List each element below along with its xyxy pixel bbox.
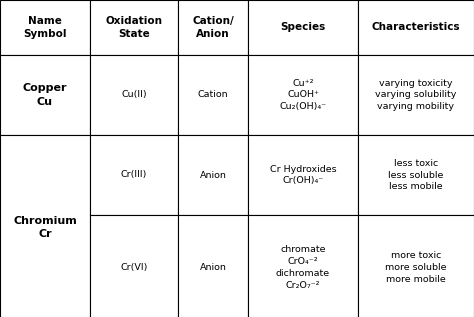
Text: Name
Symbol: Name Symbol <box>23 16 67 39</box>
Bar <box>90 215 178 317</box>
Text: Cation: Cation <box>198 90 228 100</box>
Bar <box>90 55 178 135</box>
Text: Cation/
Anion: Cation/ Anion <box>192 16 234 39</box>
Bar <box>178 135 248 215</box>
Bar <box>178 215 248 317</box>
Text: Cr(III): Cr(III) <box>121 171 147 179</box>
Bar <box>178 0 248 55</box>
Bar <box>0 55 90 135</box>
Text: Cu⁺²
CuOH⁺
Cu₂(OH)₄⁻: Cu⁺² CuOH⁺ Cu₂(OH)₄⁻ <box>280 79 327 111</box>
Text: Species: Species <box>281 23 326 33</box>
Bar <box>90 0 178 55</box>
Text: Anion: Anion <box>200 263 227 272</box>
Bar <box>248 215 358 317</box>
Text: more toxic
more soluble
more mobile: more toxic more soluble more mobile <box>385 251 447 284</box>
Text: Cr Hydroxides
Cr(OH)₄⁻: Cr Hydroxides Cr(OH)₄⁻ <box>270 165 337 185</box>
Bar <box>358 215 474 317</box>
Text: less toxic
less soluble
less mobile: less toxic less soluble less mobile <box>388 159 444 191</box>
Bar <box>248 135 358 215</box>
Bar <box>358 135 474 215</box>
Text: Cr(VI): Cr(VI) <box>120 263 148 272</box>
Bar <box>0 0 90 55</box>
Text: Copper
Cu: Copper Cu <box>23 83 67 107</box>
Text: Anion: Anion <box>200 171 227 179</box>
Text: Oxidation
State: Oxidation State <box>106 16 163 39</box>
Text: Cu(II): Cu(II) <box>121 90 147 100</box>
Bar <box>178 55 248 135</box>
Text: Chromium
Cr: Chromium Cr <box>13 216 77 239</box>
Text: Characteristics: Characteristics <box>372 23 460 33</box>
Bar <box>248 0 358 55</box>
Bar <box>248 55 358 135</box>
Text: varying toxicity
varying solubility
varying mobility: varying toxicity varying solubility vary… <box>375 79 456 111</box>
Text: chromate
CrO₄⁻²
dichromate
Cr₂O₇⁻²: chromate CrO₄⁻² dichromate Cr₂O₇⁻² <box>276 245 330 290</box>
Bar <box>358 0 474 55</box>
Bar <box>90 135 178 215</box>
Bar <box>358 55 474 135</box>
Bar <box>0 135 90 317</box>
